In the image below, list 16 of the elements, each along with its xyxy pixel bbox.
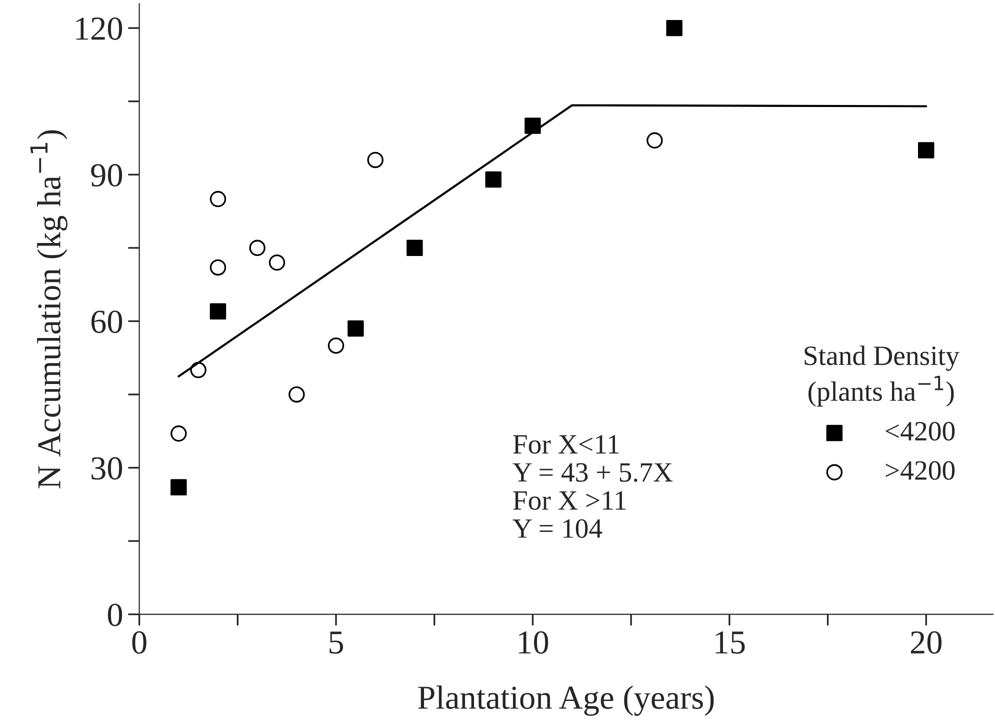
legend-label: <4200	[886, 422, 955, 441]
x-tick-label: 0	[132, 631, 146, 654]
y-tick-label: 60	[91, 310, 122, 334]
legend-title: Stand Density (plants ha$^{−1}$)	[804, 346, 960, 407]
y-axis-title: N Accumulation (kg ha$^{−1}$)	[30, 130, 68, 488]
annotation: For X<11 Y = 43 + 5.7X For X >11 Y = 104	[512, 435, 673, 538]
y-tick-label: 120	[76, 17, 122, 40]
x-tick-label: 5	[330, 632, 344, 654]
legend-label: >4200	[886, 461, 955, 480]
x-tick-label: 15	[716, 631, 745, 654]
y-tick-label: 0	[108, 604, 122, 626]
x-tick-label: 10	[518, 631, 548, 654]
x-axis-title: Plantation Age (years)	[418, 686, 714, 716]
y-tick-label: 90	[91, 164, 122, 187]
y-tick-label: 30	[92, 457, 122, 480]
x-tick-label: 20	[910, 631, 942, 654]
